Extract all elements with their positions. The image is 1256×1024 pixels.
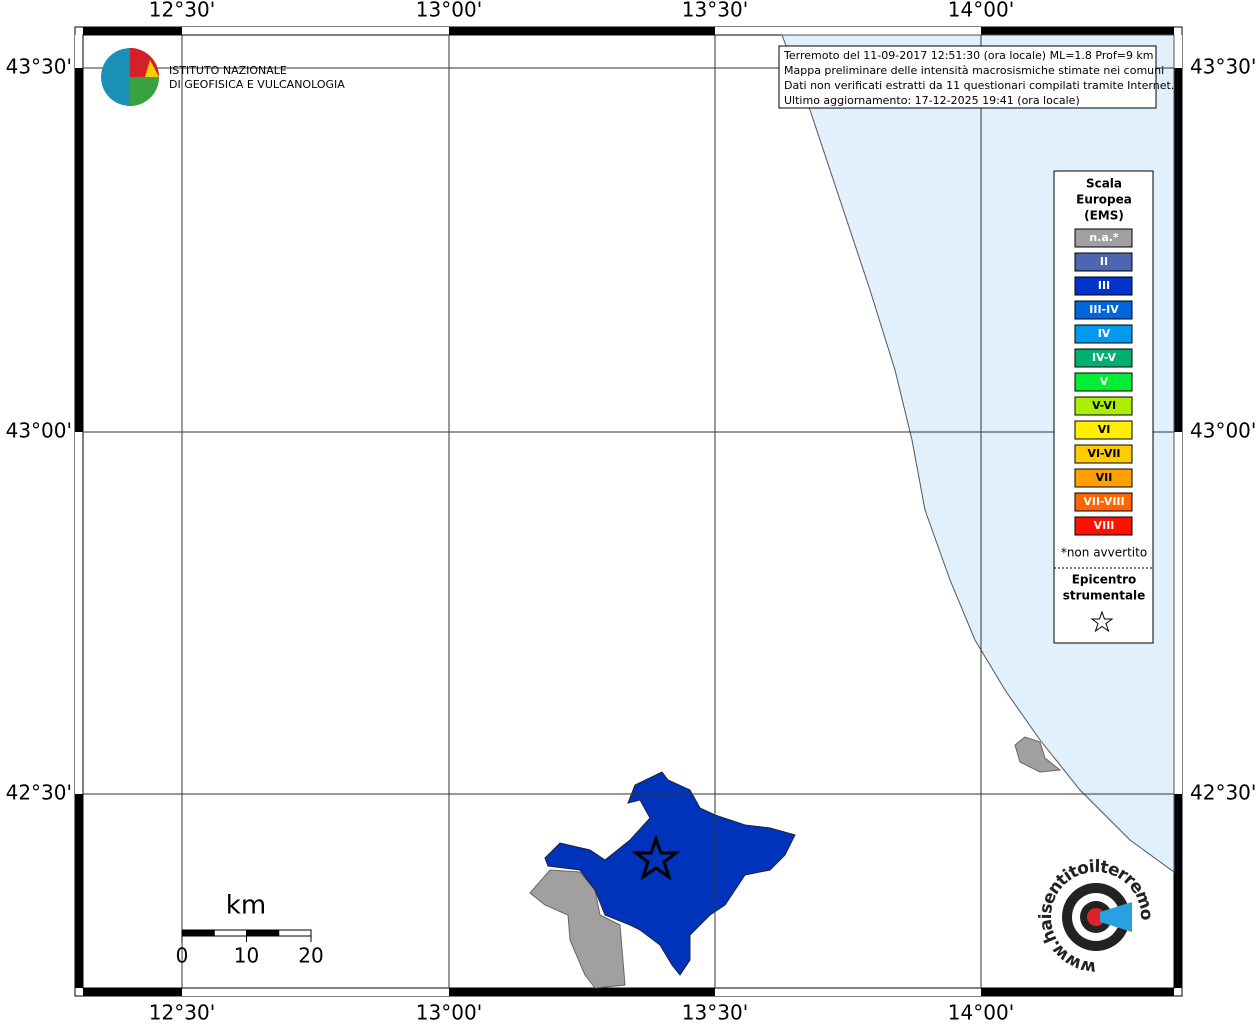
legend-label: V-VI [1092, 399, 1116, 412]
lat-label: 42°30' [6, 781, 72, 805]
region-iii [544, 771, 796, 976]
legend-label: IV-V [1092, 351, 1117, 364]
border-band [1174, 794, 1182, 988]
graticule [83, 35, 1174, 988]
logo-text: DI GEOFISICA E VULCANOLOGIA [169, 78, 345, 91]
legend-swatch [1074, 348, 1133, 368]
lat-label: 42°30' [1190, 781, 1256, 805]
legend-label: II [1100, 255, 1108, 268]
scale-label: 20 [298, 944, 323, 968]
lat-label: 43°30' [1190, 55, 1256, 79]
legend-label: VI-VII [1087, 447, 1120, 460]
lat-label: 43°00' [6, 419, 72, 443]
legend: ScalaEuropea(EMS)n.a.*IIIIIIII-IVIVIV-VV… [1054, 177, 1153, 633]
legend-label: n.a.* [1089, 231, 1119, 244]
border-band [182, 27, 449, 35]
border-band [1174, 432, 1182, 794]
info-line: Ultimo aggiornamento: 17-12-2025 19:41 (… [784, 94, 1080, 107]
legend-swatch [1074, 444, 1133, 464]
lon-label: 12°30' [149, 1001, 215, 1024]
border-band [715, 27, 981, 35]
scale-segment [246, 929, 280, 937]
info-line: Mappa preliminare delle intensità macros… [784, 64, 1164, 77]
scale-segment [278, 929, 312, 937]
legend-note: *non avvertito [1061, 546, 1147, 560]
border-band [182, 988, 449, 996]
legend-label: VII [1096, 471, 1113, 484]
legend-label: IV [1098, 327, 1111, 340]
scale-unit: km [226, 891, 266, 921]
lon-label: 12°30' [149, 0, 215, 22]
legend-star [1090, 610, 1114, 633]
region-na [529, 869, 626, 989]
legend-title: Scala [1086, 177, 1122, 191]
lat-label: 43°30' [6, 55, 72, 79]
lon-label: 14°00' [948, 0, 1014, 22]
border-band [981, 27, 1174, 35]
logo-segment [130, 77, 159, 106]
scale-segment [213, 929, 247, 937]
scale-label: 10 [234, 944, 259, 968]
legend-label: VIII [1094, 519, 1115, 532]
legend-swatch [1074, 252, 1133, 272]
border-band [449, 27, 715, 35]
scale-segment [181, 929, 215, 937]
info-line: Dati non verificati estratti da 11 quest… [784, 79, 1174, 92]
legend-swatch [1074, 420, 1133, 440]
border-band [83, 27, 182, 35]
legend-title: Europea [1076, 193, 1132, 207]
legend-epicenter: strumentale [1063, 589, 1146, 603]
legend-label: III [1098, 279, 1110, 292]
logo-segment [145, 60, 159, 77]
legend-swatch [1074, 492, 1133, 512]
legend-title: (EMS) [1084, 209, 1124, 223]
legend-epicenter: Epicentro [1072, 573, 1137, 587]
border-band [75, 35, 83, 68]
legend-swatch [1074, 396, 1133, 416]
scale-label: 0 [176, 944, 189, 968]
lon-label: 13°30' [682, 0, 748, 22]
legend-swatch [1074, 228, 1133, 248]
info-box [778, 45, 1157, 109]
legend-swatch [1074, 324, 1133, 344]
border-band [449, 988, 715, 996]
info-line: Terremoto del 11-09-2017 12:51:30 (ora l… [783, 49, 1154, 62]
epicenter-star [631, 834, 681, 881]
ingv-logo: ISTITUTO NAZIONALE DI GEOFISICA E VULCAN… [101, 48, 345, 106]
legend-label: V [1100, 375, 1109, 388]
border-band [981, 988, 1174, 996]
border-band [715, 988, 981, 996]
legend-swatch [1074, 516, 1133, 536]
border-band [1174, 35, 1182, 68]
legend-label: VII-VIII [1083, 495, 1124, 508]
lon-label: 13°00' [416, 1001, 482, 1024]
border-band [75, 432, 83, 794]
border-band [75, 794, 83, 988]
legend-label: III-IV [1089, 303, 1119, 316]
legend-swatch [1074, 300, 1133, 320]
logo-beam [1100, 902, 1132, 932]
legend-label: VI [1098, 423, 1111, 436]
frame-border [75, 27, 1182, 996]
lon-label: 14°00' [948, 1001, 1014, 1024]
logo-text: ISTITUTO NAZIONALE [169, 64, 287, 77]
lat-label: 43°00' [1190, 419, 1256, 443]
island [1014, 736, 1062, 773]
lon-label: 13°30' [682, 1001, 748, 1024]
legend-swatch [1074, 372, 1133, 392]
border-band [83, 988, 182, 996]
legend-swatch [1074, 276, 1133, 296]
info-text: Terremoto del 11-09-2017 12:51:30 (ora l… [783, 49, 1174, 107]
border-band [75, 68, 83, 432]
lon-label: 13°00' [416, 0, 482, 22]
scale-bar: km 0 10 20 [176, 891, 324, 968]
border-band [1174, 68, 1182, 432]
legend-swatch [1074, 468, 1133, 488]
